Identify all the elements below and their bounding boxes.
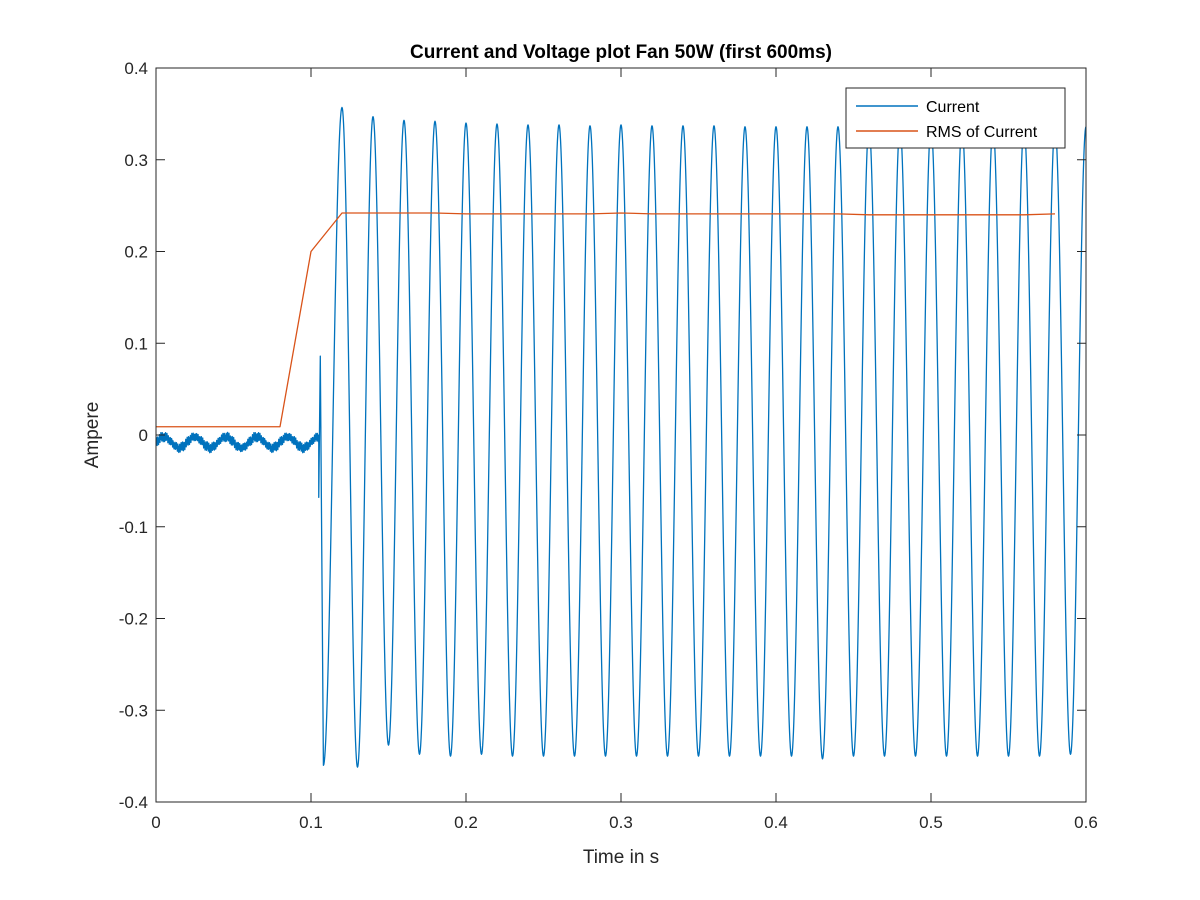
y-axis-label: Ampere [82,402,103,469]
legend: Current RMS of Current [845,87,1066,149]
x-axis-label: Time in s [583,847,659,868]
x-tick-label: 0.2 [454,813,478,832]
series-line-rms-of-current [156,212,1056,428]
y-tick-label: 0 [139,426,148,445]
legend-label-rms-of-current: RMS of Current [926,124,1038,141]
x-axis-ticks: 0 0.1 0.2 0.3 0.4 0.5 0.6 [151,68,1098,832]
legend-label-current: Current [926,99,980,116]
x-tick-label: 0.4 [764,813,788,832]
chart-title: Current and Voltage plot Fan 50W (first … [410,42,832,63]
x-tick-label: 0.3 [609,813,633,832]
y-tick-label: 0.4 [124,59,148,78]
x-tick-label: 0.1 [299,813,323,832]
x-tick-label: 0.6 [1074,813,1098,832]
y-axis-ticks: -0.4 -0.3 -0.2 -0.1 0 0.1 0.2 0.3 0.4 [119,59,1086,812]
series-line-current [156,106,1086,768]
x-tick-label: 0 [151,813,160,832]
y-tick-label: -0.3 [119,701,148,720]
legend-box [845,87,1066,149]
y-tick-label: 0.1 [124,334,148,353]
y-tick-label: -0.4 [119,793,148,812]
x-tick-label: 0.5 [919,813,943,832]
y-tick-label: 0.3 [124,151,148,170]
series-layer [156,106,1086,768]
y-tick-label: 0.2 [124,243,148,262]
y-tick-label: -0.2 [119,610,148,629]
plot-area [156,68,1086,802]
y-tick-label: -0.1 [119,518,148,537]
